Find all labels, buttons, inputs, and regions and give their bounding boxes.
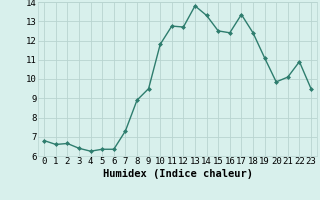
- X-axis label: Humidex (Indice chaleur): Humidex (Indice chaleur): [103, 169, 252, 179]
